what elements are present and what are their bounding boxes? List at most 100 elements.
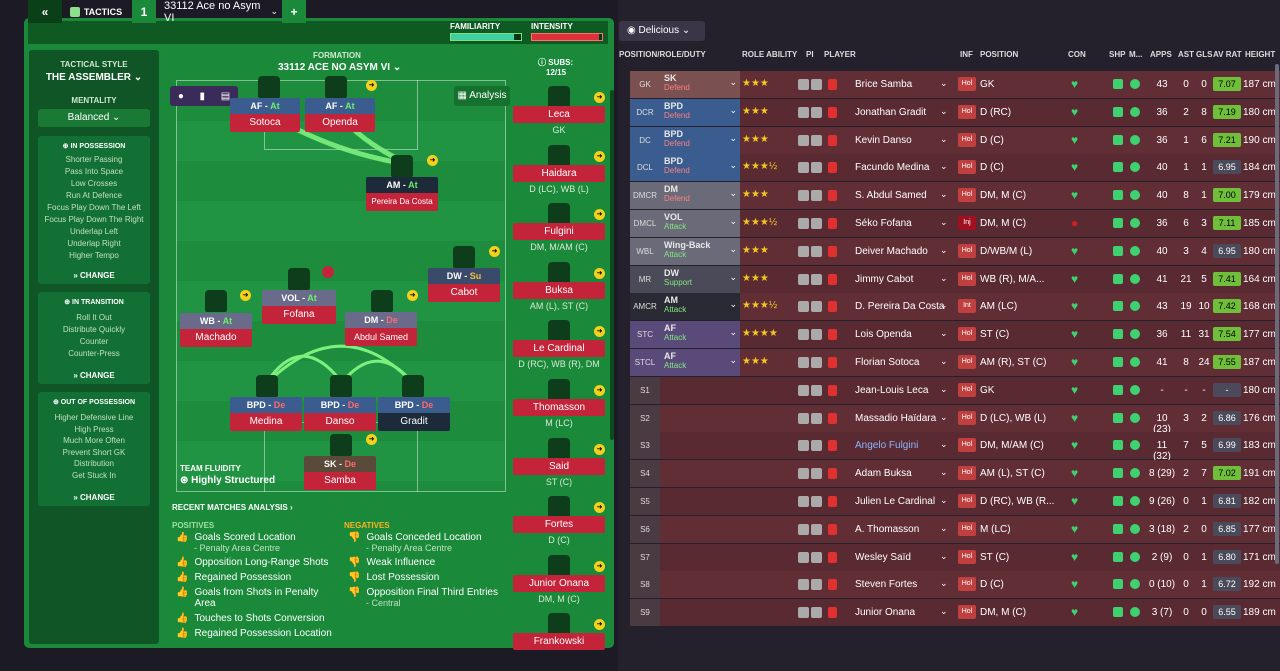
pi-icon[interactable] bbox=[811, 329, 822, 341]
table-row[interactable]: S7 Wesley Saïd ⌄ Hol ST (C) ♥ 2 (9) 0 1 6.80 171 c… bbox=[630, 543, 1280, 571]
player-name[interactable]: D. Pereira Da Costa bbox=[855, 301, 945, 313]
table-row[interactable]: WBL Wing-Back Attack ⌄ ★★★ Deiver Machado ⌄ Hol… bbox=[630, 237, 1280, 265]
player-name[interactable]: Massadio Haïdara bbox=[855, 412, 937, 424]
pi-icon[interactable] bbox=[798, 440, 809, 452]
role-cell[interactable]: BPD Defend ⌄ bbox=[660, 154, 740, 182]
table-row[interactable]: S6 A. Thomasson ⌄ Hol M (LC) ♥ 3 (18) 2 0 6.85 177… bbox=[630, 515, 1280, 543]
sub-player[interactable]: Frankowski bbox=[513, 633, 605, 651]
column-header[interactable]: ROLE ABILITY bbox=[742, 50, 798, 59]
player-name[interactable]: Kevin Danso bbox=[855, 134, 912, 146]
pi-icon[interactable] bbox=[798, 357, 809, 368]
sub-player[interactable]: Fulgini bbox=[513, 223, 605, 241]
column-header[interactable]: AV RAT bbox=[1213, 50, 1242, 59]
pi-icon[interactable] bbox=[811, 162, 822, 174]
player-name[interactable]: A. Thomasson bbox=[855, 523, 920, 535]
player-name[interactable]: Jonathan Gradit bbox=[855, 106, 927, 118]
tactical-style-dropdown[interactable]: THE ASSEMBLER ⌄ bbox=[29, 72, 159, 83]
column-header[interactable]: POSITION bbox=[980, 50, 1019, 59]
bar-chart-icon[interactable]: ▮ bbox=[199, 90, 206, 102]
pi-icon[interactable] bbox=[798, 134, 809, 146]
player-slot[interactable]: BPD - De Danso bbox=[304, 397, 376, 431]
pi-icon[interactable] bbox=[811, 106, 822, 118]
pi-icon[interactable] bbox=[798, 468, 809, 480]
pi-icon[interactable] bbox=[798, 218, 809, 229]
player-slot[interactable]: SK - De Samba bbox=[304, 456, 376, 490]
table-row[interactable]: STCL AF Attack ⌄ ★★★ Florian Sotoca ⌄ Hol AM (R)… bbox=[630, 349, 1280, 376]
table-row[interactable]: DCR BPD Defend ⌄ ★★★ Jonathan Gradit ⌄ Hol D (RC… bbox=[630, 98, 1280, 126]
role-cell[interactable]: SK Defend ⌄ bbox=[660, 71, 740, 98]
pi-icon[interactable] bbox=[811, 468, 822, 480]
role-cell[interactable]: DM Defend ⌄ bbox=[660, 182, 740, 210]
pi-icon[interactable] bbox=[811, 607, 822, 619]
table-row[interactable]: GK SK Defend ⌄ ★★★ Brice Samba ⌄ Hol GK ♥ 43 0 0 7.07… bbox=[630, 71, 1280, 98]
column-header[interactable]: POSITION/ROLE/DUTY bbox=[619, 50, 706, 59]
player-name[interactable]: Junior Onana bbox=[855, 607, 916, 619]
pi-icon[interactable] bbox=[811, 218, 822, 229]
role-cell[interactable]: BPD Defend ⌄ bbox=[660, 98, 740, 126]
role-cell[interactable]: AF Attack ⌄ bbox=[660, 321, 740, 349]
pi-icon[interactable] bbox=[798, 607, 809, 619]
tactics-tab[interactable]: TACTICS bbox=[66, 0, 126, 23]
table-row[interactable]: MR DW Support ⌄ ★★★ Jimmy Cabot ⌄ Hol WB (R), M/… bbox=[630, 265, 1280, 293]
pi-icon[interactable] bbox=[811, 412, 822, 424]
player-name[interactable]: Deiver Machado bbox=[855, 245, 928, 257]
table-row[interactable]: DCL BPD Defend ⌄ ★★★½ Facundo Medina ⌄ Hol D (C)… bbox=[630, 154, 1280, 182]
pi-icon[interactable] bbox=[798, 301, 809, 313]
table-row[interactable]: S4 Adam Buksa ⌄ Hol AM (L), ST (C) ♥ 8 (29) 2 7 7… bbox=[630, 460, 1280, 488]
subs-scrollbar[interactable] bbox=[610, 90, 614, 440]
player-name[interactable]: Florian Sotoca bbox=[855, 357, 920, 368]
in-possession-change-button[interactable]: » CHANGE bbox=[73, 271, 115, 280]
player-slot[interactable]: BPD - De Medina bbox=[230, 397, 302, 431]
sub-player[interactable]: Junior Onana bbox=[513, 574, 605, 592]
table-row[interactable]: S5 Julien Le Cardinal ⌄ Hol D (RC), WB (R...… bbox=[630, 488, 1280, 515]
pi-icon[interactable] bbox=[811, 440, 822, 452]
table-row[interactable]: S9 Junior Onana ⌄ Hol DM, M (C) ♥ 3 (7) 0 0 6.55 1… bbox=[630, 599, 1280, 627]
player-name[interactable]: Jimmy Cabot bbox=[855, 273, 914, 285]
add-tactic-button[interactable]: + bbox=[282, 0, 306, 23]
table-row[interactable]: STC AF Attack ⌄ ★★★★ Lois Openda ⌄ Hol ST (C) ♥ 36… bbox=[630, 321, 1280, 349]
out-of-possession-change-button[interactable]: » CHANGE bbox=[73, 493, 115, 502]
pi-icon[interactable] bbox=[811, 79, 822, 90]
pi-icon[interactable] bbox=[798, 412, 809, 424]
role-cell[interactable]: DW Support ⌄ bbox=[660, 265, 740, 293]
column-header[interactable]: APPS bbox=[1150, 50, 1172, 59]
player-name[interactable]: Steven Fortes bbox=[855, 579, 918, 591]
analysis-button[interactable]: ▦ Analysis bbox=[454, 86, 510, 106]
pi-icon[interactable] bbox=[811, 134, 822, 146]
sub-player[interactable]: Le Cardinal bbox=[513, 340, 605, 358]
tactic-slot[interactable]: 1 bbox=[132, 0, 156, 23]
role-cell[interactable]: Wing-Back Attack ⌄ bbox=[660, 237, 740, 265]
player-name[interactable]: Adam Buksa bbox=[855, 468, 912, 480]
tactics-view-icon[interactable]: ● bbox=[177, 90, 184, 102]
table-scrollbar[interactable] bbox=[1275, 64, 1279, 564]
pi-icon[interactable] bbox=[811, 551, 822, 563]
pi-icon[interactable] bbox=[798, 273, 809, 285]
table-row[interactable]: S3 Angelo Fulgini ⌄ Hol DM, M/AM (C) ♥ 11 (32)… bbox=[630, 432, 1280, 462]
pi-icon[interactable] bbox=[798, 79, 809, 90]
column-header[interactable]: AST bbox=[1178, 50, 1194, 59]
pi-icon[interactable] bbox=[798, 384, 809, 396]
column-header[interactable]: PI bbox=[806, 50, 814, 59]
role-cell[interactable]: AF Attack ⌄ bbox=[660, 349, 740, 376]
table-row[interactable]: AMCR AM Attack ⌄ ★★★½ D. Pereira Da Costa ⌄ Int… bbox=[630, 293, 1280, 321]
table-row[interactable]: DMCL VOL Attack ⌄ ★★★½ Séko Fofana ⌄ Inj DM, M (… bbox=[630, 210, 1280, 237]
recent-matches-analysis-link[interactable]: RECENT MATCHES ANALYSIS › bbox=[172, 503, 293, 512]
sub-player[interactable]: Thomasson bbox=[513, 399, 605, 416]
tactic-name-dropdown[interactable]: 33112 Ace no Asym VI ⌄ bbox=[158, 0, 278, 24]
pi-icon[interactable] bbox=[798, 579, 809, 591]
pi-icon[interactable] bbox=[798, 106, 809, 118]
player-slot[interactable]: AF - At Sotoca bbox=[230, 98, 300, 132]
pi-icon[interactable] bbox=[811, 190, 822, 202]
pi-icon[interactable] bbox=[811, 523, 822, 535]
back-button[interactable]: « bbox=[28, 0, 62, 23]
pi-icon[interactable] bbox=[811, 579, 822, 591]
pi-icon[interactable] bbox=[798, 162, 809, 174]
pi-icon[interactable] bbox=[811, 384, 822, 396]
sub-player[interactable]: Buksa bbox=[513, 281, 605, 299]
sub-player[interactable]: Fortes bbox=[513, 516, 605, 534]
pi-icon[interactable] bbox=[811, 357, 822, 368]
view-selector[interactable]: ◉ Delicious ⌄ bbox=[619, 21, 705, 41]
column-header[interactable]: M... bbox=[1129, 50, 1143, 59]
player-slot[interactable]: AM - At Pereira Da Costa bbox=[366, 177, 438, 211]
pi-icon[interactable] bbox=[798, 551, 809, 563]
